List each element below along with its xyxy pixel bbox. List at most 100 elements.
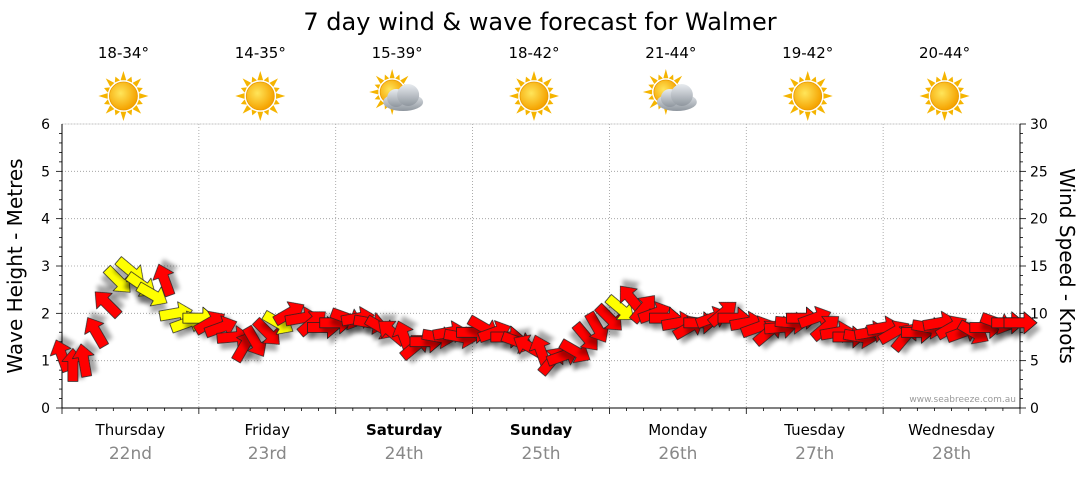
- sun-ray: [263, 76, 269, 83]
- cloud-shape: [383, 84, 424, 111]
- day-date-label: 22nd: [109, 444, 152, 464]
- sun-icon: [509, 71, 559, 121]
- sun-ray: [804, 71, 811, 81]
- day-temperature: 18-42°: [508, 44, 559, 62]
- sun-ray: [537, 109, 543, 116]
- sun-ray: [105, 105, 115, 114]
- sun-ray: [269, 78, 278, 87]
- sun-ray: [960, 93, 970, 99]
- sun-ray: [804, 111, 811, 121]
- wind-arrows: [49, 256, 1038, 382]
- left-tick-label: 1: [41, 354, 50, 370]
- sun-ray: [257, 71, 264, 81]
- sun-ray: [105, 78, 115, 87]
- sun-ray: [375, 75, 385, 85]
- sun-ray: [375, 99, 385, 109]
- sun-ray: [263, 109, 269, 116]
- sun-ray: [925, 87, 932, 93]
- day-name-label: Sunday: [510, 421, 573, 439]
- right-axis: 0 5 10 15 20 25 30: [1019, 117, 1048, 417]
- sun-ray: [668, 74, 674, 81]
- sun-ray: [269, 105, 278, 114]
- day-name-label: Monday: [648, 421, 707, 439]
- sun-ray: [384, 74, 390, 81]
- wind-arrow: [84, 317, 109, 350]
- sun-ray: [823, 93, 833, 99]
- right-tick-label: 15: [1030, 259, 1048, 275]
- wind-arrow: [152, 263, 176, 298]
- sun-ray: [114, 76, 121, 83]
- sun-ray: [790, 78, 799, 87]
- sun-ray: [240, 87, 247, 93]
- sun-ray: [953, 105, 963, 114]
- sun-ray: [516, 78, 525, 87]
- cloud-part: [397, 84, 420, 106]
- left-tick-label: 0: [41, 401, 50, 417]
- sun-ray: [273, 87, 280, 93]
- sun-ray: [799, 76, 805, 83]
- sun-ray: [132, 105, 142, 114]
- sun-ray: [811, 76, 817, 83]
- sun-ray: [782, 93, 792, 99]
- day-name-label: Saturday: [366, 421, 443, 439]
- sun-ray: [547, 87, 554, 93]
- sun-disc: [793, 81, 823, 111]
- wind-arrow: [102, 264, 131, 293]
- sun-ray: [925, 99, 932, 105]
- wind-arrow: [594, 302, 622, 331]
- sun-ray: [958, 99, 964, 105]
- sun-disc: [519, 81, 549, 111]
- day-date-label: 28th: [932, 444, 971, 464]
- left-axis: 0 1 2 3 4 5 6: [41, 117, 63, 417]
- sun-ray: [821, 87, 828, 93]
- sun-ray: [120, 71, 127, 81]
- sun-ray: [235, 93, 245, 99]
- sun-ray: [537, 76, 543, 83]
- day-temperature: 14-35°: [235, 44, 286, 62]
- sun-ray: [126, 109, 133, 116]
- sun-ray: [525, 76, 531, 83]
- sun-ray: [663, 69, 669, 79]
- day-date-label: 24th: [385, 444, 424, 464]
- sun-ray: [799, 109, 805, 116]
- sun-ray: [514, 87, 521, 93]
- day-temperature: 19-42°: [782, 44, 833, 62]
- cloud-shape: [656, 84, 697, 111]
- sun-ray: [114, 109, 121, 116]
- sun-ray: [816, 105, 826, 114]
- sun-ray: [947, 109, 954, 116]
- wind-arrow: [242, 324, 267, 357]
- day-name-label: Wednesday: [908, 421, 995, 439]
- sun-ray: [374, 94, 381, 100]
- sun-ray: [516, 105, 525, 114]
- sun-ray: [374, 84, 381, 90]
- wind-arrow: [1003, 311, 1038, 335]
- y-axis-right-label: Wind Speed - Knots: [1055, 168, 1079, 364]
- day-temperature: 15-39°: [372, 44, 423, 62]
- sun-ray: [648, 84, 655, 90]
- sun-ray: [941, 71, 948, 81]
- sun-ray: [251, 109, 257, 116]
- wind-arrow: [604, 294, 634, 320]
- x-axis-days: Thursday 22nd Friday 23rd Saturday 24th Sunday…: [61, 407, 1021, 464]
- day-date-label: 26th: [658, 444, 697, 464]
- wind-arrow: [71, 343, 95, 378]
- wind-arrow: [94, 291, 123, 320]
- wind-arrow: [584, 310, 610, 343]
- right-tick-label: 0: [1030, 401, 1039, 417]
- day-temperature: 20-44°: [919, 44, 970, 62]
- partly-cloudy-icon: [369, 69, 424, 115]
- sun-ray: [926, 105, 936, 114]
- sun-ray: [276, 93, 286, 99]
- sun-ray: [139, 93, 149, 99]
- sun-ray: [788, 99, 795, 105]
- sun-ray: [98, 93, 108, 99]
- chart-title: 7 day wind & wave forecast for Walmer: [303, 8, 776, 36]
- sun-ray: [104, 99, 110, 105]
- sun-ray: [547, 99, 554, 105]
- left-tick-label: 2: [41, 306, 50, 322]
- wind-arrow: [558, 338, 591, 364]
- sun-ray: [531, 71, 537, 81]
- day-date-label: 27th: [795, 444, 834, 464]
